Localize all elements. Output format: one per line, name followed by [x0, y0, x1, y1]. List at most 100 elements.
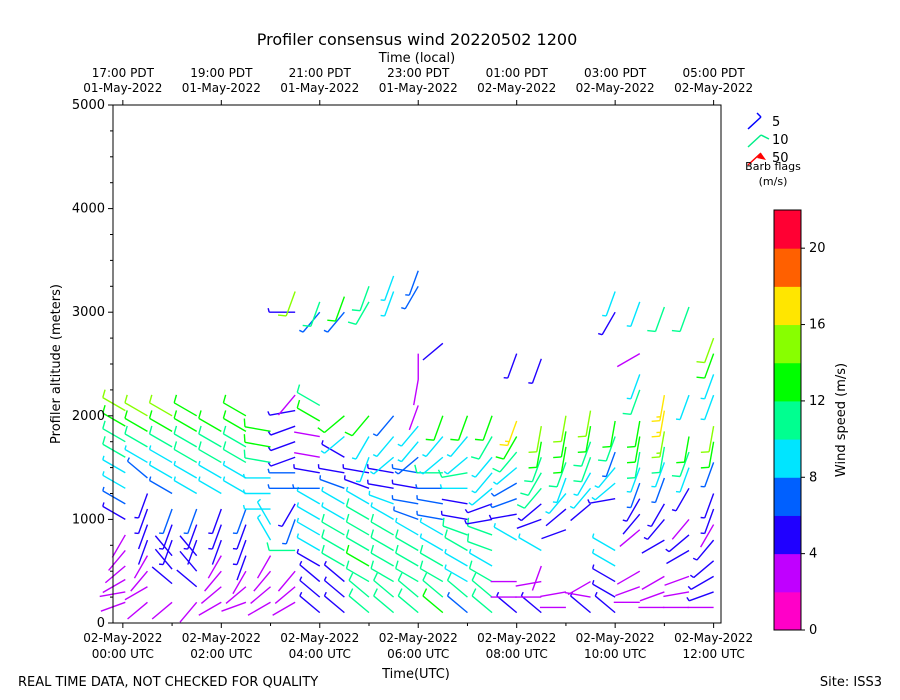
barb-half-flag	[242, 489, 246, 494]
barb-full-flag	[422, 572, 428, 581]
barb-full-flag	[348, 572, 354, 581]
barb-half-flag	[321, 502, 324, 507]
wind-barb	[493, 522, 518, 541]
barb-staff	[499, 451, 518, 473]
barb-half-flag	[267, 484, 270, 489]
wind-barb	[370, 560, 394, 583]
wind-barb	[647, 503, 665, 528]
barb-staff	[392, 467, 419, 474]
wind-barb	[370, 529, 394, 552]
barb-full-flag	[425, 438, 435, 441]
top-tick-label-time: 23:00 PDT	[387, 66, 450, 80]
wind-barb	[675, 467, 690, 493]
barb-staff	[560, 446, 567, 473]
wind-barb	[130, 570, 148, 592]
barb-staff	[236, 508, 247, 534]
barb-staff	[376, 436, 395, 457]
wind-barb	[176, 569, 198, 588]
wind-barb	[319, 475, 345, 489]
top-tick-label-time: 03:00 PDT	[584, 66, 647, 80]
barb-half-flag	[345, 486, 349, 492]
wind-barb	[351, 436, 370, 460]
barb-half-flag	[643, 536, 648, 540]
wind-barb	[689, 560, 715, 579]
wind-barb	[256, 555, 272, 579]
wind-barb	[391, 495, 419, 505]
wind-barb	[148, 460, 173, 479]
barb-half-flag	[323, 329, 328, 333]
wind-barb	[327, 296, 346, 322]
barb-half-flag	[591, 564, 595, 569]
wind-barb	[671, 487, 690, 512]
wind-barb	[573, 457, 592, 483]
barb-staff	[102, 490, 126, 505]
barb-staff	[664, 575, 690, 586]
wind-barb	[443, 456, 468, 475]
barb-full-flag	[626, 461, 636, 464]
barb-half-flag	[148, 460, 152, 466]
wind-barb	[591, 533, 616, 552]
wind-barb	[594, 591, 616, 614]
wind-barb	[321, 544, 345, 567]
barb-staff	[704, 394, 715, 420]
wind-barb	[647, 306, 666, 333]
wind-barb	[204, 570, 222, 592]
wind-barb	[651, 446, 666, 474]
barb-full-flag	[296, 384, 301, 393]
barb-full-flag	[373, 588, 378, 597]
barb-staff	[516, 518, 542, 529]
barb-half-flag	[173, 476, 176, 481]
wind-barb	[370, 544, 394, 567]
wind-barb	[198, 460, 222, 479]
barb-staff	[531, 457, 542, 482]
x-axis-label: Time(UTC)	[381, 667, 450, 682]
barb-staff	[346, 521, 370, 536]
legend-label-50: 50	[772, 151, 789, 166]
wind-barb	[541, 529, 567, 540]
barb-staff	[223, 433, 247, 448]
barb-staff	[597, 467, 616, 488]
x-tick-label-time: 00:00 UTC	[92, 647, 154, 661]
wind-barb	[700, 524, 715, 548]
barb-staff	[634, 451, 641, 478]
barb-staff	[247, 601, 271, 616]
wind-barb	[419, 517, 444, 536]
legend-barb-5	[747, 116, 762, 130]
wind-barb	[492, 451, 518, 473]
barb-full-flag	[198, 441, 202, 450]
barb-staff	[630, 467, 641, 493]
barb-half-flag	[573, 493, 578, 496]
barb-staff	[124, 417, 148, 432]
barb-half-flag	[591, 579, 595, 585]
wind-barb	[198, 476, 222, 495]
barb-staff	[102, 459, 126, 474]
wind-barb	[294, 452, 320, 458]
barb-staff	[417, 514, 443, 521]
barb-half-flag	[395, 517, 398, 523]
wind-barb	[124, 445, 148, 464]
barb-half-flag	[372, 433, 378, 437]
top-tick-label-time: 17:00 PDT	[92, 66, 155, 80]
barb-staff	[626, 498, 641, 522]
barb-staff	[659, 410, 666, 437]
wind-barb	[602, 291, 616, 317]
barb-staff	[344, 478, 370, 489]
barb-half-flag	[401, 307, 406, 310]
barb-staff	[133, 555, 149, 579]
barb-staff	[708, 426, 715, 452]
barb-full-flag	[222, 425, 227, 435]
barb-staff	[541, 529, 567, 540]
wind-barb	[696, 353, 715, 379]
wind-barb	[200, 586, 222, 604]
barb-half-flag	[296, 517, 300, 523]
wind-barb	[622, 513, 641, 535]
wind-barb	[208, 508, 222, 535]
wind-barb	[317, 415, 345, 434]
barb-staff	[605, 436, 616, 462]
barb-staff	[693, 560, 715, 579]
barb-full-flag	[470, 456, 480, 460]
barb-staff	[321, 443, 345, 458]
barb-full-flag	[450, 438, 459, 441]
wind-barb	[293, 464, 320, 474]
barb-staff	[567, 580, 591, 596]
